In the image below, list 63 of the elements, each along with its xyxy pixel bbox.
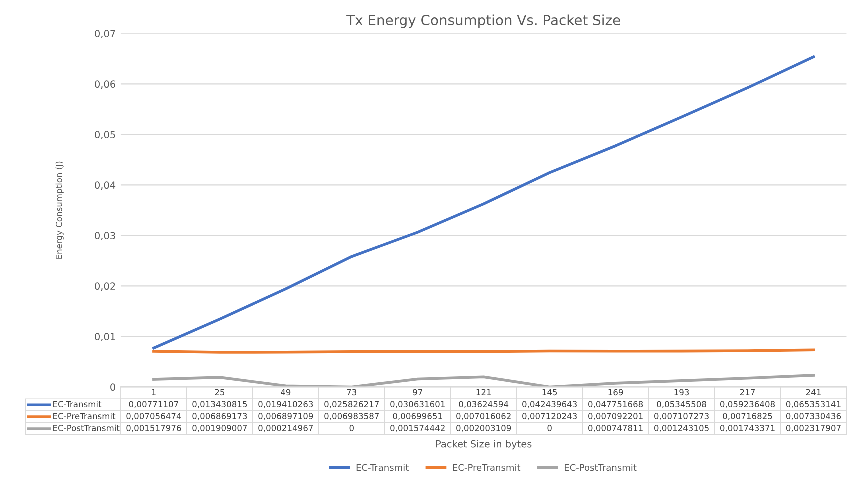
data-label: 0,000747811 (588, 425, 643, 432)
chart-title: Tx Energy Consumption Vs. Packet Size (346, 14, 620, 28)
legend-label: EC-PostTransmit (54, 424, 120, 432)
data-label: 0,00716825 (723, 413, 772, 420)
data-label: 0 (350, 425, 354, 432)
y-tick-label: 0,06 (95, 80, 116, 89)
data-label: 0,030631601 (390, 401, 445, 408)
x-axis-title: Packet Size in bytes (436, 440, 532, 450)
y-tick-label: 0,07 (95, 30, 116, 38)
x-tick-label: 169 (608, 389, 624, 396)
x-tick-label: 25 (215, 389, 224, 396)
data-label: 0,059236408 (720, 401, 776, 408)
data-label: 0,03624594 (459, 401, 509, 408)
x-tick-label: 1 (152, 389, 156, 396)
data-label: 0,007330436 (786, 413, 842, 420)
data-label: 0,001243105 (654, 425, 709, 432)
data-label: 0,002003109 (456, 425, 512, 432)
data-label: 0,006897109 (258, 413, 314, 420)
data-label: 0,065353141 (786, 401, 841, 408)
x-tick-label: 145 (542, 389, 558, 396)
data-label: 0,006983587 (324, 413, 380, 420)
x-tick-label: 241 (806, 389, 821, 396)
text: EC-Transmit (356, 464, 409, 472)
data-label: 0,000214967 (258, 425, 314, 432)
x-tick-label: 49 (281, 389, 291, 396)
x-tick-label: 73 (347, 389, 357, 396)
line-series (152, 374, 816, 388)
y-tick-label: 0,05 (95, 131, 116, 140)
data-label: 0,007056474 (126, 413, 182, 420)
data-label: 0,002317907 (786, 425, 841, 432)
data-label: 0,001909007 (192, 425, 248, 432)
data-label: 0,00699651 (393, 413, 442, 420)
data-label: 0,019410263 (258, 401, 314, 408)
x-tick-label: 121 (476, 389, 492, 396)
data-label: 0,047751668 (588, 401, 644, 408)
legend-label: EC-PreTransmit (54, 413, 116, 420)
legend-label: EC-Transmit (54, 401, 102, 408)
x-tick-label: 193 (674, 389, 690, 396)
y-axis-title: Energy Consumption (J) (56, 162, 64, 259)
y-tick-label: 0,04 (95, 182, 116, 190)
y-tick-label: 0,02 (95, 282, 116, 292)
data-label: 0,05345508 (657, 401, 706, 408)
x-tick-label: 217 (740, 389, 755, 396)
y-tick-label: 0,01 (95, 333, 116, 342)
data-label: 0,025826217 (324, 401, 380, 408)
x-tick-label: 97 (413, 389, 422, 396)
data-label: 0,007092201 (588, 413, 643, 420)
text: EC-PostTransmit (565, 464, 637, 472)
data-label: 0 (548, 425, 552, 432)
data-label: 0,001517976 (126, 425, 182, 432)
data-label: 0,007120243 (522, 413, 577, 420)
data-label: 0,007016062 (456, 413, 511, 420)
y-tick-label: 0 (110, 384, 116, 392)
data-label: 0,006869173 (192, 413, 248, 420)
y-tick-label: 0,03 (95, 232, 116, 241)
data-label: 0,013430815 (192, 401, 248, 408)
data-label: 0,00771107 (129, 401, 178, 408)
text: EC-PreTransmit (453, 464, 521, 472)
line-series (152, 56, 816, 350)
data-label: 0,001743371 (720, 425, 775, 432)
data-label: 0,001574442 (390, 425, 445, 432)
data-label: 0,007107273 (654, 413, 709, 420)
data-label: 0,042439643 (522, 401, 577, 408)
